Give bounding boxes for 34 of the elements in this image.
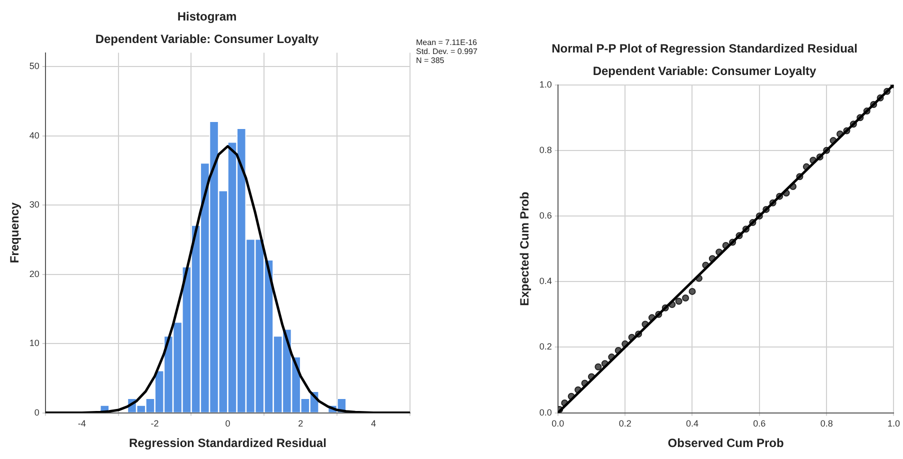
x-tick-label: 0 — [225, 418, 230, 429]
y-tick-label: 40 — [29, 130, 40, 140]
x-tick-label: 0.2 — [618, 418, 632, 429]
y-tick-label: 0 — [34, 407, 40, 418]
y-tick-label: 0.8 — [539, 144, 552, 155]
x-tick-label: 4 — [371, 418, 376, 429]
x-tick-label: -4 — [78, 418, 86, 429]
y-axis-title: Expected Cum Prob — [518, 192, 532, 306]
text: Mean = 7.11E-16 — [416, 38, 478, 48]
y-tick-label: 50 — [29, 61, 40, 72]
y-tick-label: 1.0 — [539, 79, 552, 90]
chart-subtitle: Dependent Variable: Consumer Loyalty — [592, 64, 817, 78]
text: N = 385 — [416, 56, 445, 66]
x-axis-title: Observed Cum Prob — [668, 436, 784, 450]
text: Std. Dev. = 0.997 — [416, 47, 478, 56]
y-tick-label: 0.4 — [539, 276, 552, 286]
y-tick-label: 0.0 — [539, 407, 552, 418]
chart-title: Normal P-P Plot of Regression Standardized Residual — [552, 42, 858, 56]
x-tick-label: 0.6 — [753, 418, 766, 429]
chart-title: Histogram — [177, 10, 237, 24]
x-tick-label: 0.8 — [820, 418, 833, 429]
y-tick-label: 30 — [29, 200, 40, 210]
y-tick-label: 10 — [29, 338, 40, 348]
x-axis-title: Regression Standardized Residual — [129, 436, 326, 450]
y-tick-label: 0.2 — [539, 342, 552, 352]
x-tick-label: 1.0 — [887, 418, 900, 429]
x-tick-label: 2 — [298, 418, 304, 429]
x-tick-label: 0.0 — [552, 418, 564, 429]
y-axis-title: Frequency — [8, 202, 22, 264]
chart-subtitle: Dependent Variable: Consumer Loyalty — [95, 32, 320, 46]
y-tick-label: 0.6 — [539, 210, 552, 220]
y-tick-label: 20 — [29, 268, 40, 279]
x-tick-label: 0.4 — [686, 418, 698, 429]
x-tick-label: -2 — [150, 418, 159, 429]
